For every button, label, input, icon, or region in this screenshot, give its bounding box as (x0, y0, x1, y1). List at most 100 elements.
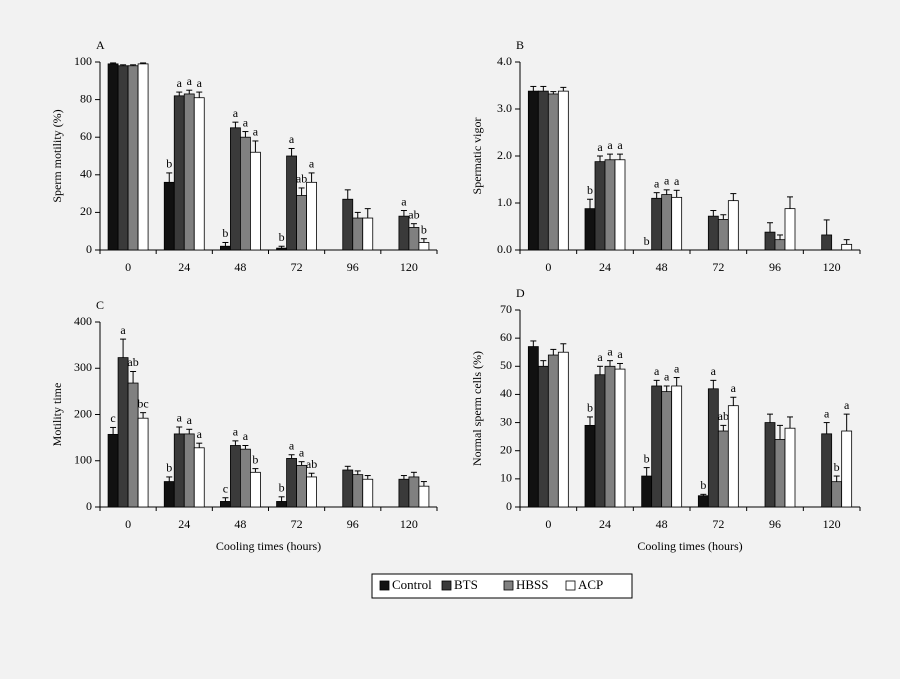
error-bar (186, 428, 193, 434)
panel-label: D (516, 286, 525, 300)
error-bar (843, 239, 850, 245)
x-tick-label: 0 (545, 517, 551, 531)
bar (604, 159, 616, 251)
error-bar (710, 379, 717, 389)
bar (774, 439, 786, 508)
error-bar (833, 475, 840, 482)
y-tick-label: 0 (506, 499, 512, 513)
error-bar (354, 470, 361, 475)
significance-letter: c (110, 411, 115, 425)
x-tick-label: 24 (599, 260, 611, 274)
x-tick-label: 48 (234, 517, 246, 531)
x-tick-label: 120 (400, 260, 418, 274)
bar (276, 501, 287, 508)
panel-label: C (96, 298, 104, 312)
error-bar (720, 214, 727, 220)
x-axis-label: Cooling times (hours) (216, 539, 321, 553)
bar (276, 247, 287, 251)
error-bar (252, 468, 259, 473)
bar (661, 391, 673, 508)
error-bar (673, 189, 680, 198)
error-bar (110, 62, 117, 64)
error-bar (587, 416, 593, 426)
bar (557, 90, 569, 251)
significance-letter: a (233, 106, 239, 120)
bar (717, 219, 729, 251)
bar (707, 388, 719, 508)
significance-letter: a (844, 398, 850, 412)
legend-box (371, 573, 633, 599)
bar (594, 374, 606, 508)
bar (547, 354, 559, 508)
x-tick-label: 72 (291, 260, 303, 274)
error-bar (410, 471, 417, 477)
bar (250, 151, 261, 251)
bar (537, 365, 549, 508)
x-tick-label: 96 (769, 517, 781, 531)
y-tick-label: 40 (500, 386, 512, 400)
x-tick-label: 48 (656, 260, 668, 274)
bar (727, 405, 739, 508)
error-bar (540, 360, 547, 367)
significance-letter: a (309, 157, 315, 171)
bar (614, 368, 626, 508)
error-bar (354, 211, 361, 219)
significance-letter: a (607, 138, 613, 152)
error-bar (607, 153, 613, 160)
bar (240, 136, 251, 251)
bar (352, 474, 364, 508)
error-bar (663, 189, 670, 195)
y-tick-label: 20 (500, 442, 512, 456)
error-bar (110, 426, 117, 435)
error-bar (120, 64, 127, 66)
y-tick-label: 400 (74, 314, 92, 328)
error-bar (663, 385, 670, 392)
legend-label: ACP (578, 577, 603, 592)
significance-letter: a (674, 174, 680, 188)
significance-letter: a (197, 76, 203, 90)
significance-letter: a (289, 438, 295, 452)
x-axis-label: Cooling times (hours) (637, 539, 742, 553)
significance-letter: a (401, 194, 407, 208)
significance-letter: a (824, 406, 830, 420)
bar (831, 481, 843, 508)
bar (230, 127, 241, 251)
significance-letter: a (177, 411, 183, 425)
significance-letter: b (587, 401, 593, 415)
bar (584, 424, 596, 508)
y-tick-label: 200 (74, 406, 92, 420)
bar (352, 217, 364, 251)
significance-letter: a (607, 344, 613, 358)
error-bar (196, 442, 203, 448)
error-bar (298, 461, 305, 466)
bar (547, 93, 559, 251)
x-tick-label: 96 (347, 260, 359, 274)
bar (362, 217, 374, 251)
significance-letter: b (279, 481, 285, 495)
significance-letter: a (197, 427, 203, 441)
error-bar (617, 153, 623, 160)
bar (137, 63, 149, 251)
bar (841, 430, 853, 508)
error-bar (653, 379, 660, 386)
error-bar (700, 493, 707, 496)
significance-letter: a (617, 347, 623, 361)
significance-letter: a (177, 76, 183, 90)
significance-letter: b (700, 478, 706, 492)
significance-letter: a (253, 125, 259, 139)
error-bar (242, 444, 249, 450)
bar (527, 90, 539, 251)
significance-letter: b (279, 230, 285, 244)
x-tick-label: 0 (545, 260, 551, 274)
error-bar (540, 85, 547, 92)
legend-swatch (441, 580, 452, 591)
significance-letter: b (222, 226, 228, 240)
bar (671, 196, 683, 251)
panel-label: A (96, 38, 105, 52)
error-bar (607, 360, 613, 367)
significance-letter: a (243, 115, 249, 129)
bar (163, 481, 175, 508)
bar (173, 95, 185, 251)
error-bar (288, 147, 295, 156)
bar (821, 433, 833, 508)
